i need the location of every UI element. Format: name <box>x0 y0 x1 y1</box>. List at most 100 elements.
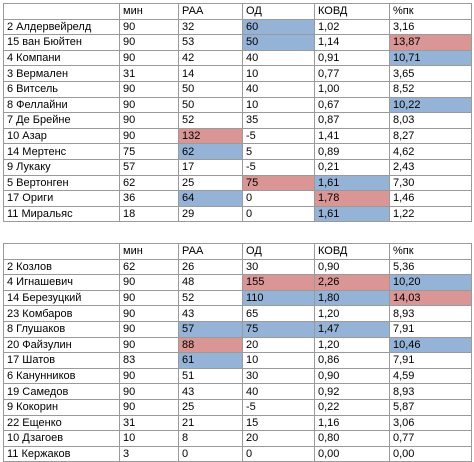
cell-kovd: 0,00 <box>314 445 390 462</box>
cell-pk: 10,20 <box>389 274 472 291</box>
cell-minutes: 90 <box>119 274 179 291</box>
column-header-minutes: мин <box>119 3 179 20</box>
table-row: 11 Миральяс 18 29 0 1,61 1,22 <box>3 205 472 223</box>
cell-raa: 32 <box>178 18 243 36</box>
cell-raa: 57 <box>178 320 243 338</box>
cell-pk: 3,65 <box>389 65 472 82</box>
cell-raa: 8 <box>178 430 243 447</box>
cell-player: 17 Шатов <box>3 352 120 369</box>
cell-pk: 3,16 <box>389 18 472 36</box>
cell-player: 4 Игнашевич <box>3 274 120 291</box>
cell-minutes: 57 <box>119 158 179 176</box>
cell-minutes: 90 <box>119 18 179 36</box>
cell-raa: 43 <box>178 383 243 400</box>
cell-od: 5 <box>242 143 315 160</box>
cell-kovd: 0,77 <box>314 65 390 82</box>
cell-od: -5 <box>242 127 315 145</box>
column-header-pk: %пк <box>389 243 472 260</box>
table-row: 2 Алдервейрелд 90 32 60 1,02 3,16 <box>3 18 472 36</box>
cell-raa: 52 <box>178 289 243 307</box>
cell-kovd: 1,00 <box>314 80 390 98</box>
cell-player: 10 Азар <box>3 127 120 145</box>
table-row: 17 Ориги 36 64 0 1,78 1,46 <box>3 190 472 207</box>
cell-od: 20 <box>242 336 315 354</box>
column-header-player <box>3 243 120 260</box>
cell-raa: 25 <box>178 398 243 416</box>
cell-raa: 61 <box>178 352 243 369</box>
table-row: 20 Файзулин 90 88 20 1,20 10,46 <box>3 336 472 354</box>
cell-minutes: 90 <box>119 34 179 51</box>
cell-player: 6 Витсель <box>3 80 120 98</box>
cell-raa: 88 <box>178 336 243 354</box>
cell-pk: 2,43 <box>389 158 472 176</box>
cell-od: 10 <box>242 65 315 82</box>
cell-kovd: 1,14 <box>314 34 390 51</box>
cell-od: 75 <box>242 320 315 338</box>
cell-pk: 14,03 <box>389 289 472 307</box>
table-row: 6 Витсель 90 50 40 1,00 8,52 <box>3 80 472 98</box>
cell-od: 65 <box>242 305 315 322</box>
cell-raa: 29 <box>178 205 243 223</box>
cell-od: 35 <box>242 112 315 129</box>
belgium-stats-table: мин РАА ОД КОВД %пк 2 Алдервейрелд 90 32 60 1,02 3… <box>3 3 472 223</box>
table-row: 17 Шатов 83 61 10 0,86 7,91 <box>3 352 472 369</box>
table-row: 19 Самедов 90 43 40 0,92 8,93 <box>3 383 472 400</box>
cell-player: 6 Канунников <box>3 367 120 385</box>
cell-minutes: 62 <box>119 258 179 276</box>
table-body: мин РАА ОД КОВД %пк 2 Козлов 62 26 30 0,90 5,36 4 И… <box>3 243 472 462</box>
cell-pk: 4,59 <box>389 367 472 385</box>
column-header-raa: РАА <box>178 243 243 260</box>
cell-pk: 7,30 <box>389 174 472 192</box>
table-row: 10 Азар 90 132 -5 1,41 8,27 <box>3 127 472 145</box>
table-row: 4 Игнашевич 90 48 155 2,26 10,20 <box>3 274 472 291</box>
cell-od: 0 <box>242 190 315 207</box>
cell-player: 8 Феллайни <box>3 96 120 114</box>
cell-raa: 43 <box>178 305 243 322</box>
cell-od: 10 <box>242 96 315 114</box>
cell-player: 8 Глушаков <box>3 320 120 338</box>
cell-raa: 48 <box>178 274 243 291</box>
cell-kovd: 0,21 <box>314 158 390 176</box>
cell-od: 30 <box>242 258 315 276</box>
cell-od: 40 <box>242 80 315 98</box>
cell-player: 7 Де Брейне <box>3 112 120 129</box>
cell-minutes: 90 <box>119 289 179 307</box>
cell-kovd: 0,90 <box>314 258 390 276</box>
cell-od: 110 <box>242 289 315 307</box>
cell-player: 3 Вермален <box>3 65 120 82</box>
table-row: 14 Березуцкий 90 52 110 1,80 14,03 <box>3 289 472 307</box>
cell-pk: 5,87 <box>389 398 472 416</box>
cell-raa: 62 <box>178 143 243 160</box>
column-header-od: ОД <box>242 243 315 260</box>
cell-minutes: 31 <box>119 65 179 82</box>
russia-stats-table: мин РАА ОД КОВД %пк 2 Козлов 62 26 30 0,90 5,36 4 И… <box>3 243 472 462</box>
cell-pk: 5,36 <box>389 258 472 276</box>
cell-kovd: 0,22 <box>314 398 390 416</box>
table-body: мин РАА ОД КОВД %пк 2 Алдервейрелд 90 32 60 1,02 3… <box>3 3 472 223</box>
cell-od: 10 <box>242 352 315 369</box>
column-header-player <box>3 3 120 20</box>
cell-kovd: 0,80 <box>314 430 390 447</box>
cell-pk: 0,77 <box>389 430 472 447</box>
cell-raa: 42 <box>178 49 243 67</box>
cell-player: 14 Березуцкий <box>3 289 120 307</box>
cell-od: 15 <box>242 414 315 432</box>
cell-pk: 8,93 <box>389 383 472 400</box>
cell-player: 14 Мертенс <box>3 143 120 160</box>
cell-minutes: 75 <box>119 143 179 160</box>
cell-kovd: 1,80 <box>314 289 390 307</box>
table-row: 14 Мертенс 75 62 5 0,89 4,62 <box>3 143 472 160</box>
column-header-raa: РАА <box>178 3 243 20</box>
cell-kovd: 1,78 <box>314 190 390 207</box>
cell-raa: 14 <box>178 65 243 82</box>
cell-kovd: 1,20 <box>314 336 390 354</box>
cell-od: 50 <box>242 34 315 51</box>
cell-kovd: 1,47 <box>314 320 390 338</box>
cell-kovd: 2,26 <box>314 274 390 291</box>
cell-minutes: 10 <box>119 430 179 447</box>
table-row: 8 Феллайни 90 50 10 0,67 10,22 <box>3 96 472 114</box>
cell-pk: 0,00 <box>389 445 472 462</box>
cell-od: 0 <box>242 205 315 223</box>
table-row: 3 Вермален 31 14 10 0,77 3,65 <box>3 65 472 82</box>
cell-player: 23 Комбаров <box>3 305 120 322</box>
